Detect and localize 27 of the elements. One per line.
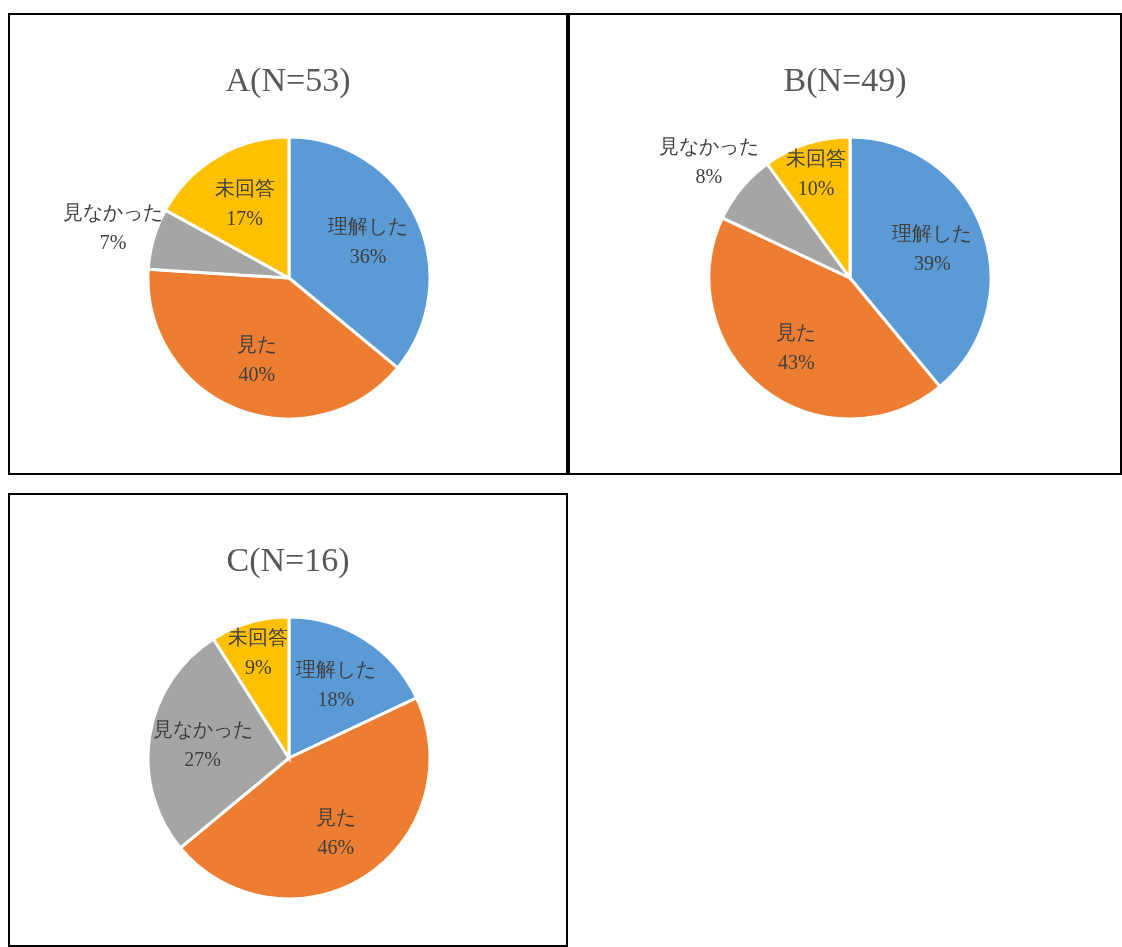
slice-label: 見なかった (152, 718, 253, 741)
slice-label: 見なかった (658, 135, 759, 158)
data-label: 43% (778, 351, 815, 374)
slice-label: 見なかった (62, 200, 163, 223)
slice-label: 未回答 (786, 147, 847, 170)
data-label: 8% (695, 165, 723, 188)
data-label: 46% (317, 835, 355, 858)
chart-title: C(N=16) (226, 541, 350, 579)
data-label: 36% (349, 244, 387, 267)
data-label: 40% (238, 363, 276, 386)
slice-label: 見た (776, 321, 817, 344)
slice-label: 未回答 (214, 176, 275, 199)
data-label: 10% (797, 177, 835, 200)
slice-label: 未回答 (228, 626, 289, 649)
slice-label: 理解した (892, 222, 973, 245)
slice-label: 理解した (295, 658, 376, 681)
data-label: 7% (99, 230, 127, 253)
chart-title: B(N=49) (783, 61, 907, 99)
chart-title: A(N=53) (225, 61, 351, 99)
slice-label: 理解した (328, 214, 409, 237)
data-label: 9% (244, 656, 272, 679)
data-label: 18% (317, 688, 355, 711)
data-label: 17% (226, 206, 263, 229)
slice-label: 見た (315, 805, 356, 828)
data-label: 27% (184, 748, 221, 771)
data-label: 39% (913, 252, 951, 275)
slice-label: 見た (236, 333, 277, 356)
